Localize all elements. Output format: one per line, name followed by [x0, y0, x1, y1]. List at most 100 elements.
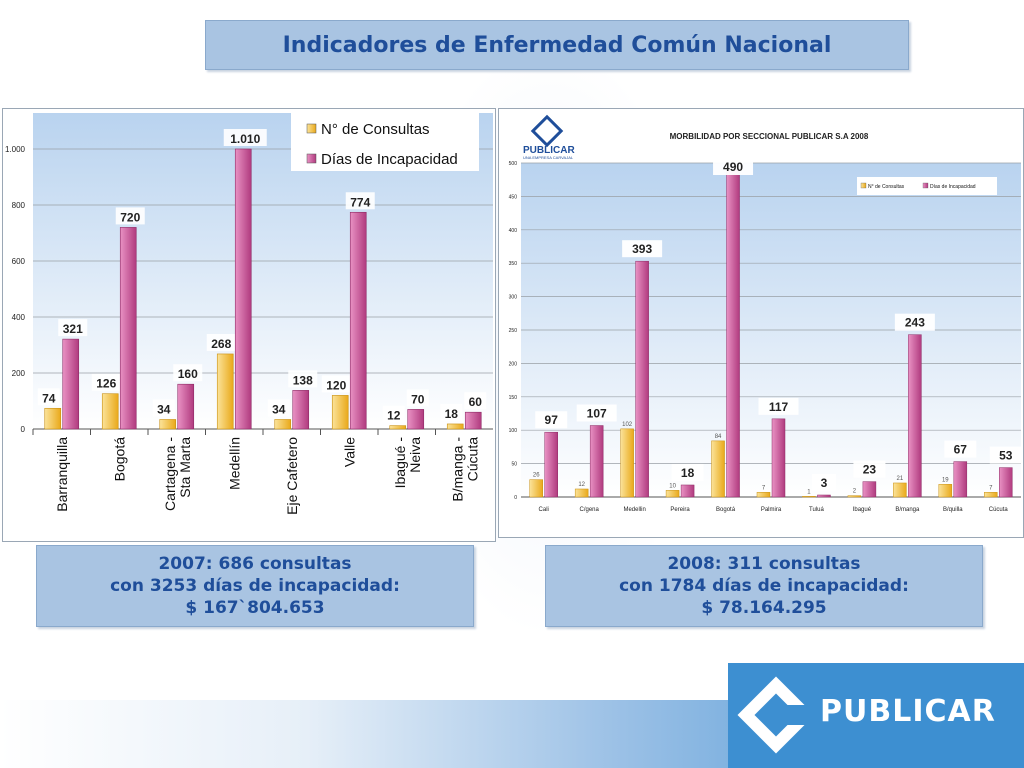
- chart-2008-svg: MORBILIDAD POR SECCIONAL PUBLICAR S.A 20…: [499, 109, 1023, 537]
- chart-2008-data-label-consultas: 21: [897, 476, 904, 482]
- chart-2008-data-label-bg: [622, 240, 663, 258]
- chart-2008-data-label-incapacidad: 117: [769, 400, 789, 414]
- summary-2007-line1: 2007: 686 consultas: [158, 554, 352, 574]
- chart-2007-data-label-bg: [267, 399, 290, 417]
- chart-2008-bar-incapacidad: [817, 494, 831, 498]
- chart-2008-data-label-incapacidad: 243: [905, 316, 925, 330]
- chart-2008-bar-incapacidad: [544, 431, 558, 498]
- chart-2008-bar-consultas: [802, 496, 816, 498]
- chart-2007-legend-swatch: [306, 123, 317, 134]
- chart-2007-bar-incapacidad: [349, 211, 367, 430]
- chart-2008-legend-swatch: [860, 182, 867, 189]
- chart-2008-data-label-consultas: 84: [715, 434, 722, 440]
- chart-2008-data-label-incapacidad: 97: [545, 413, 559, 427]
- chart-2008-bar-incapacidad: [862, 481, 877, 498]
- chart-2007-bar-consultas: [216, 353, 234, 430]
- chart-2007-bar-incapacidad: [464, 411, 482, 430]
- chart-2008-bar-incapacidad: [635, 260, 649, 498]
- chart-2008-legend-swatch: [922, 182, 929, 189]
- chart-2007-y-tick-label: 1.000: [5, 145, 26, 154]
- page-title: Indicadores de Enfermedad Común Nacional: [282, 32, 832, 58]
- chart-2008-data-label-bg: [989, 446, 1022, 464]
- chart-2007-bar-consultas: [274, 419, 292, 430]
- chart-2008-x-tick-label: Cali: [539, 507, 549, 513]
- chart-2008-data-label-bg: [713, 158, 754, 175]
- chart-2007-data-label: 60: [469, 395, 483, 409]
- chart-2008-x-tick-label: Pereira: [670, 507, 690, 513]
- chart-2008-bar-incapacidad: [726, 169, 740, 498]
- chart-2007-y-tick-label: 800: [12, 201, 26, 210]
- chart-2008-data-label-consultas: 7: [989, 485, 993, 491]
- chart-2007-data-label-bg: [206, 333, 236, 351]
- chart-2007-x-tick-label: B/manga -Cúcuta: [449, 437, 480, 502]
- chart-2008-bar-consultas: [574, 488, 589, 498]
- chart-2007-data-label: 1.010: [230, 132, 260, 146]
- chart-2007-legend-swatch: [306, 153, 317, 164]
- chart-2007-legend: [291, 113, 479, 171]
- chart-2008-logo-text: PUBLICAR: [523, 145, 575, 156]
- page-title-banner: Indicadores de Enfermedad Común Nacional: [205, 20, 909, 70]
- chart-2008-y-tick-label: 200: [509, 361, 518, 367]
- chart-2007-data-label: 160: [178, 367, 198, 381]
- chart-2007-bar-consultas: [101, 393, 119, 430]
- chart-2007-bar-consultas: [446, 423, 464, 430]
- chart-2008-y-tick-label: 50: [511, 462, 517, 468]
- chart-2008-legend-label: Días de Incapacidad: [930, 184, 976, 190]
- chart-2007-data-label-bg: [91, 373, 121, 391]
- chart-2007-bar-incapacidad: [119, 227, 137, 430]
- chart-2008-x-tick-label: Tuluá: [809, 507, 824, 513]
- chart-2008-data-label-bg: [758, 397, 799, 415]
- chart-2007-x-tick-label: Eje Cafetero: [284, 437, 300, 515]
- chart-2008-bar-incapacidad: [953, 461, 968, 498]
- chart-2008: MORBILIDAD POR SECCIONAL PUBLICAR S.A 20…: [498, 108, 1024, 538]
- chart-2007-data-label-bg: [382, 405, 405, 423]
- chart-2007-bar-consultas: [331, 395, 349, 430]
- chart-2008-y-tick-label: 0: [514, 495, 517, 501]
- chart-2008-bar-incapacidad: [589, 425, 604, 498]
- chart-2007-x-tick-label: Bogotá: [111, 437, 127, 482]
- chart-2007-x-tick-label: Medellín: [226, 437, 242, 490]
- chart-2007-y-tick-label: 200: [12, 369, 26, 378]
- chart-2007-data-label: 12: [387, 409, 401, 423]
- chart-2008-data-label-consultas: 7: [762, 485, 766, 491]
- chart-2007-y-tick-label: 600: [12, 257, 26, 266]
- chart-2007-data-label-bg: [440, 403, 463, 421]
- chart-2007-svg: 0 200 400 600 800 1.000 74 321 Barranquilla 126 72…: [5, 113, 493, 515]
- chart-2007-data-label: 126: [96, 377, 116, 391]
- summary-2007: 2007: 686 consultas con 3253 días de inc…: [36, 545, 474, 627]
- chart-2008-x-tick-label: Cúcuta: [989, 507, 1009, 513]
- chart-2008-data-label-incapacidad: 23: [863, 463, 877, 477]
- summary-2008-line1: 2008: 311 consultas: [667, 554, 861, 574]
- summary-2007-line3: $ 167`804.653: [185, 598, 325, 618]
- chart-2008-x-tick-label: B/quilla: [943, 507, 963, 513]
- chart-2008-bar-consultas: [711, 440, 725, 498]
- summary-2008: 2008: 311 consultas con 1784 días de inc…: [545, 545, 983, 627]
- chart-2007-data-label-bg: [345, 192, 375, 210]
- chart-2007-bar-incapacidad: [292, 390, 310, 430]
- chart-2008-bar-incapacidad: [771, 418, 786, 498]
- chart-2008-bar-consultas: [984, 492, 998, 498]
- chart-2008-data-label-incapacidad: 393: [632, 242, 652, 256]
- chart-2008-data-label-incapacidad: 53: [999, 449, 1013, 463]
- chart-2007-bar-incapacidad: [234, 148, 252, 430]
- chart-2007-x-tick-label: Ibagué -Neiva: [392, 437, 423, 489]
- chart-2007-y-tick-label: 400: [12, 313, 26, 322]
- chart-2008-bar-incapacidad: [680, 484, 695, 498]
- chart-2008-bar-consultas: [620, 428, 634, 498]
- chart-2008-data-label-bg: [576, 404, 617, 422]
- chart-2007-data-label-bg: [173, 364, 203, 382]
- chart-2008-y-tick-label: 100: [509, 428, 518, 434]
- chart-2008-data-label-consultas: 12: [578, 482, 585, 488]
- summary-2008-line3: $ 78.164.295: [701, 598, 827, 618]
- chart-2007-legend-label: Días de Incapacidad: [321, 151, 458, 168]
- chart-2008-bar-consultas: [756, 492, 771, 498]
- chart-2008-title: MORBILIDAD POR SECCIONAL PUBLICAR S.A 20…: [670, 132, 869, 141]
- chart-2008-y-tick-label: 300: [509, 295, 518, 301]
- chart-2007-bar-incapacidad: [62, 338, 80, 430]
- chart-2008-x-tick-label: B/manga: [895, 507, 920, 513]
- chart-2008-y-tick-label: 150: [509, 395, 518, 401]
- summary-2007-line2: con 3253 días de incapacidad:: [110, 576, 400, 596]
- chart-2007: 0 200 400 600 800 1.000 74 321 Barranquilla 126 72…: [2, 108, 496, 542]
- chart-2008-legend-label: N° de Consultas: [868, 184, 905, 190]
- chart-2007-bar-incapacidad: [407, 409, 425, 430]
